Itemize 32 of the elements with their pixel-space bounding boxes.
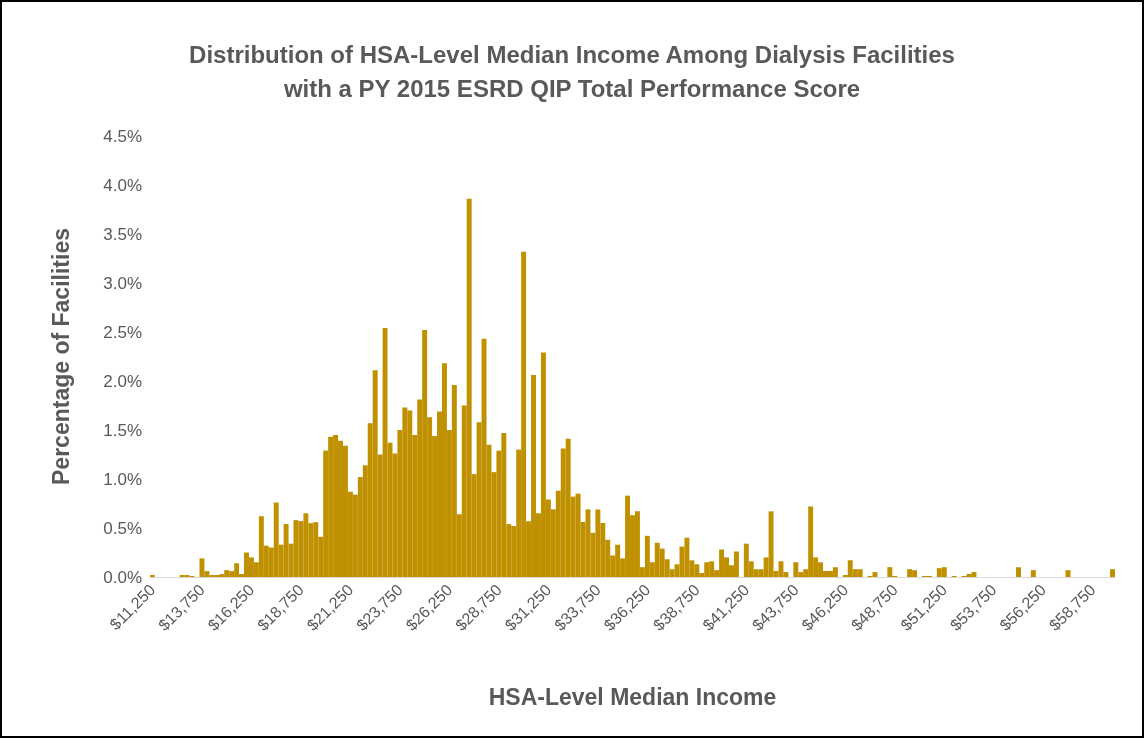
y-tick-label: 4.0% bbox=[103, 175, 142, 195]
bar bbox=[971, 572, 977, 577]
y-tick-label: 0.0% bbox=[103, 567, 142, 587]
bar bbox=[941, 567, 947, 577]
y-axis-title: Percentage of Facilities bbox=[47, 228, 74, 485]
bar bbox=[382, 328, 388, 577]
bar bbox=[733, 551, 739, 577]
chart-title: Distribution of HSA-Level Median Income Among Dialysis Facilities with a PY 2015 ESRD QIP Total Performance Score bbox=[189, 40, 955, 102]
bar bbox=[1110, 569, 1115, 577]
bar bbox=[199, 558, 205, 577]
bar bbox=[585, 509, 591, 577]
bar bbox=[684, 537, 690, 577]
bar bbox=[793, 562, 799, 577]
bar bbox=[887, 567, 893, 577]
y-tick-label: 2.0% bbox=[103, 371, 142, 391]
bar bbox=[1016, 567, 1021, 577]
y-tick-label: 4.5% bbox=[103, 126, 142, 146]
bar bbox=[832, 567, 838, 577]
x-axis-title: HSA-Level Median Income bbox=[488, 683, 777, 710]
bar bbox=[768, 511, 774, 577]
bar bbox=[907, 569, 913, 577]
bar bbox=[857, 569, 863, 577]
y-tick-label: 2.5% bbox=[103, 322, 142, 342]
bar bbox=[1030, 570, 1036, 577]
bar bbox=[778, 561, 784, 577]
y-tick-label: 0.5% bbox=[103, 518, 142, 538]
y-tick-label: 3.5% bbox=[103, 224, 142, 244]
y-tick-label: 1.0% bbox=[103, 469, 142, 489]
y-tick-label: 1.5% bbox=[103, 420, 142, 440]
y-tick-label: 3.0% bbox=[103, 273, 142, 293]
bar bbox=[481, 338, 487, 577]
bar bbox=[575, 493, 581, 577]
